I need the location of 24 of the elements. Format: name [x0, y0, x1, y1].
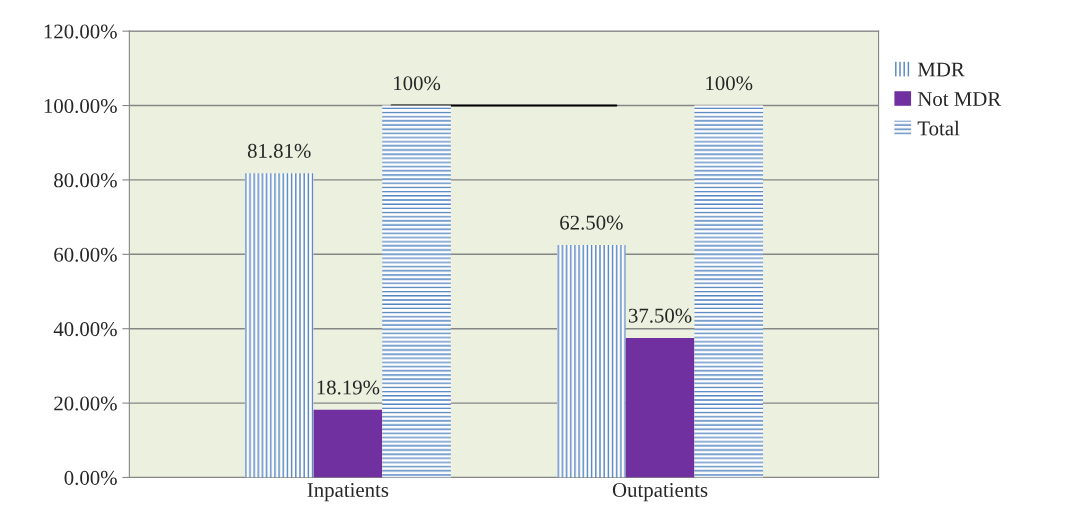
data-label: 62.50% [560, 215, 623, 230]
data-label: 37.50% [628, 308, 692, 323]
legend-label: Total [917, 120, 960, 136]
legend-label: MDR [917, 62, 965, 77]
data-label: 81.81% [247, 143, 311, 158]
bar [557, 245, 626, 478]
y-tick-label: 40.00% [53, 322, 117, 337]
bar [313, 409, 383, 478]
bar [625, 338, 695, 478]
bar [244, 173, 314, 478]
y-tick-label: 0.00% [64, 470, 117, 485]
data-label: 18.19% [317, 380, 380, 395]
y-tick-label: 20.00% [54, 396, 117, 411]
data-label: 100% [394, 76, 441, 91]
data-label: 100% [706, 76, 753, 91]
legend-label: Not MDR [917, 92, 1002, 107]
x-tick-label: Inpatients [307, 483, 389, 502]
y-tick-label: 60.00% [54, 247, 117, 262]
bar [694, 105, 764, 478]
x-tick-label: Outpatients [612, 483, 708, 502]
y-tick-label: 120.00% [44, 24, 117, 39]
bar [382, 105, 451, 478]
y-tick-label: 80.00% [54, 173, 117, 188]
y-tick-label: 100.00% [44, 98, 117, 114]
